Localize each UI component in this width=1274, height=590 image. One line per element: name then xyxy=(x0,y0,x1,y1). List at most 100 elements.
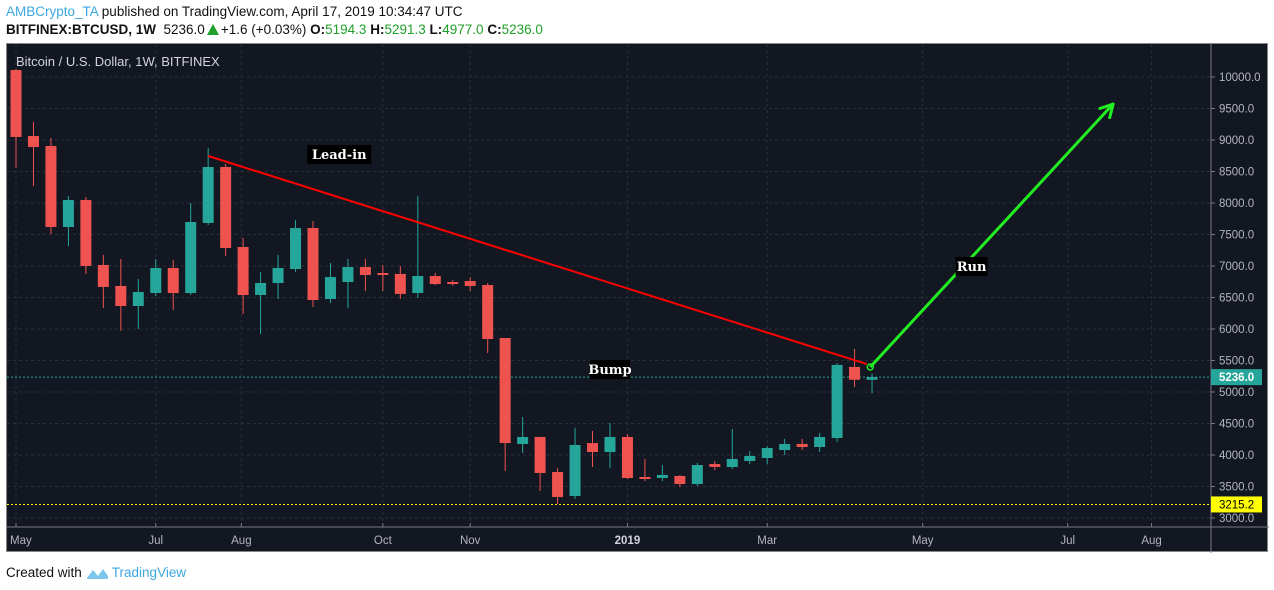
y-tick-label: 7000.0 xyxy=(1219,261,1254,273)
y-tick-label: 9500.0 xyxy=(1219,104,1254,116)
y-tick-label: 7500.0 xyxy=(1219,230,1254,242)
candle xyxy=(272,254,284,300)
candle-body xyxy=(534,436,546,474)
candle-body xyxy=(412,276,424,294)
candle-body xyxy=(27,136,39,147)
candle-body xyxy=(447,282,459,285)
trendline xyxy=(207,155,868,365)
candle-body xyxy=(604,436,616,452)
candle xyxy=(552,467,564,505)
candle-body xyxy=(709,464,721,467)
candle xyxy=(587,430,599,467)
y-tick-label: 4500.0 xyxy=(1219,419,1254,431)
candle-body xyxy=(726,458,738,467)
candle xyxy=(97,254,109,309)
candle-body xyxy=(132,292,144,307)
x-tick-label: Aug xyxy=(231,535,251,547)
candle-body xyxy=(761,448,773,459)
candle xyxy=(831,363,843,443)
candle-body xyxy=(167,268,179,294)
candle xyxy=(27,121,39,186)
candle-body xyxy=(255,283,267,295)
candle-body xyxy=(656,474,668,478)
price-line-label: 5236.0 xyxy=(1219,372,1254,384)
candle xyxy=(604,422,616,468)
y-tick-label: 10000.0 xyxy=(1219,72,1261,84)
candle-body xyxy=(115,285,127,307)
annotation-label: Run xyxy=(957,260,987,275)
candle-body xyxy=(290,228,302,270)
publish-info: AMBCrypto_TA published on TradingView.co… xyxy=(6,4,463,19)
candle xyxy=(691,463,703,486)
candle xyxy=(115,259,127,331)
candle-body xyxy=(779,443,791,451)
candle xyxy=(517,417,529,453)
candle-body xyxy=(587,443,599,452)
y-tick-label: 4000.0 xyxy=(1219,450,1254,462)
candle xyxy=(621,434,633,480)
up-triangle-icon xyxy=(206,24,219,35)
candle-body xyxy=(482,285,494,340)
candle xyxy=(220,164,232,256)
candle-body xyxy=(45,145,57,228)
close-label: C: xyxy=(487,22,502,37)
candle xyxy=(324,262,336,303)
candle-body xyxy=(691,465,703,484)
candle xyxy=(412,196,424,299)
candle-body xyxy=(359,267,371,276)
candle-body xyxy=(429,276,441,285)
candle xyxy=(534,436,546,491)
candle-body xyxy=(464,280,476,286)
candle xyxy=(45,137,57,234)
chart-panel[interactable]: Lead-in Bump Run 3000.0 3500.0 4000.0 4500.0 50… xyxy=(6,43,1269,553)
x-tick-label: Mar xyxy=(757,535,777,547)
candlestick-chart[interactable]: Lead-in Bump Run 3000.0 3500.0 4000.0 4500.0 50… xyxy=(7,44,1269,553)
candle xyxy=(290,220,302,272)
candle xyxy=(447,279,459,286)
candle xyxy=(482,283,494,354)
candle-body xyxy=(307,228,319,301)
candle-body xyxy=(674,475,686,484)
candle-body xyxy=(552,472,564,498)
candle-body xyxy=(814,436,826,447)
candle-body xyxy=(62,199,74,228)
candle xyxy=(499,338,511,472)
candle-body xyxy=(796,443,808,447)
footer: Created with TradingView xyxy=(6,565,186,580)
candle-body xyxy=(10,70,22,137)
candle xyxy=(132,278,144,329)
arrow-head-icon xyxy=(1108,102,1115,120)
candle xyxy=(80,197,92,275)
candle-body xyxy=(185,222,197,294)
annotation-label-bg xyxy=(955,256,988,276)
y-tick-label: 8500.0 xyxy=(1219,167,1254,179)
author-link[interactable]: AMBCrypto_TA xyxy=(6,4,99,19)
low-label: L: xyxy=(429,22,443,37)
x-tick-label: May xyxy=(912,535,934,547)
x-tick-label: 2019 xyxy=(615,535,641,547)
tradingview-link[interactable]: TradingView xyxy=(111,565,187,580)
y-tick-label: 6000.0 xyxy=(1219,324,1254,336)
candle-body xyxy=(377,272,389,276)
candle xyxy=(342,259,354,309)
candle xyxy=(779,438,791,455)
candle-body xyxy=(237,246,249,295)
tradingview-logo-icon xyxy=(86,568,108,579)
candle-body xyxy=(517,436,529,444)
candle-body xyxy=(202,167,214,223)
candle xyxy=(464,277,476,292)
close-value: 5236.0 xyxy=(501,22,543,37)
annotation-label: Lead-in xyxy=(312,148,367,163)
symbol-info: BITFINEX:BTCUSD, 1W 5236.0 +1.6 (+0.03%) … xyxy=(6,22,543,37)
price-line-label: 3215.2 xyxy=(1219,499,1254,511)
arrow-line xyxy=(869,103,1115,369)
candle-body xyxy=(621,436,633,478)
y-tick-label: 3500.0 xyxy=(1219,482,1254,494)
x-tick-label: Jul xyxy=(148,535,163,547)
y-tick-label: 3000.0 xyxy=(1219,513,1254,525)
candle xyxy=(394,266,406,300)
y-tick-label: 5500.0 xyxy=(1219,356,1254,368)
x-tick-label: May xyxy=(10,535,32,547)
y-tick-label: 9000.0 xyxy=(1219,135,1254,147)
candle-body xyxy=(342,267,354,283)
